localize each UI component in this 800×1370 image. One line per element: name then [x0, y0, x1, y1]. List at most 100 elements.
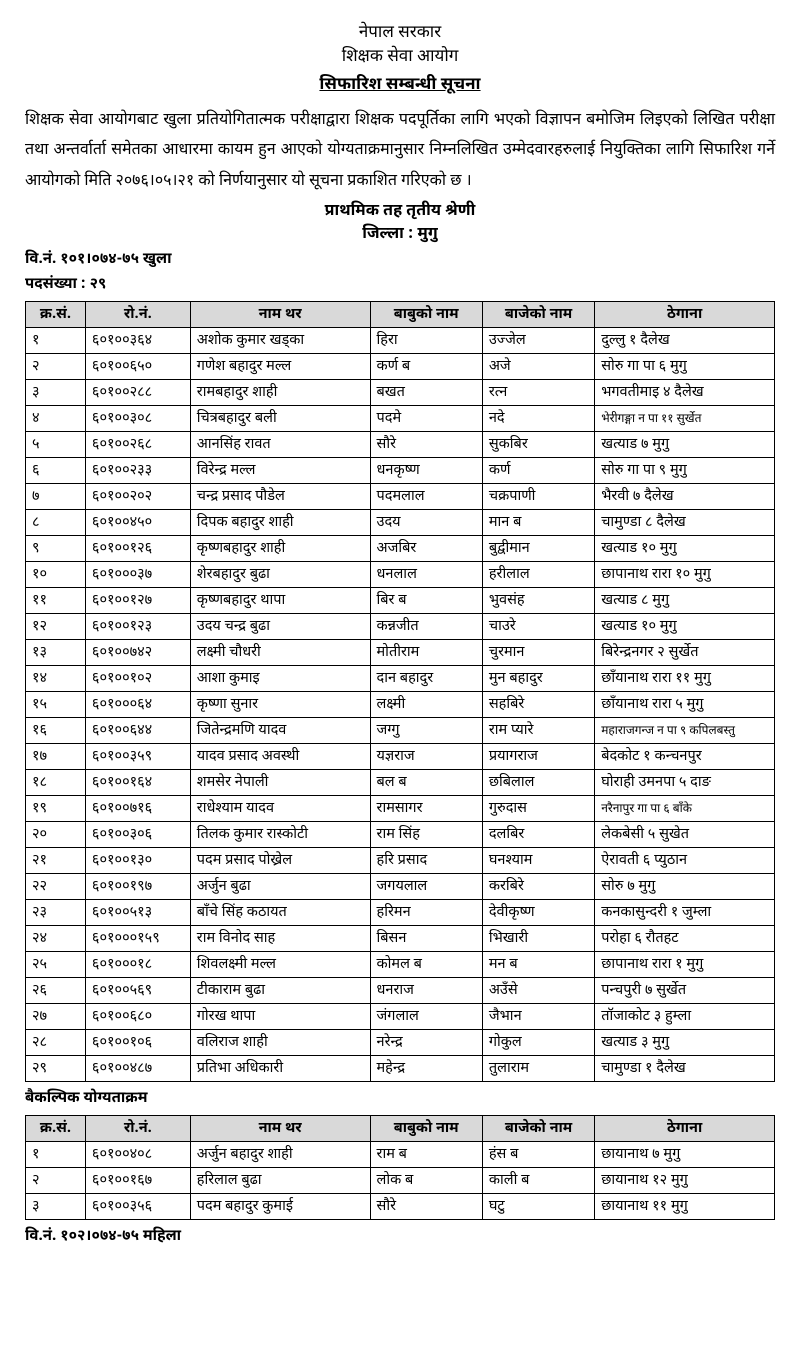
col-sn: क्र.सं. [26, 1116, 86, 1142]
table-row: २२६०१००१९७अर्जुन बुढाजगयलालकरबिरेसोरु ७ … [26, 874, 775, 900]
cell-gfather: देवीकृष्ण [482, 900, 594, 926]
cell-father: रामसागर [370, 796, 482, 822]
cell-address: ऐरावती ६ प्युठान [595, 848, 775, 874]
table-row: १२६०१००१२३उदय चन्द्र बुढाकन्नजीतचाउरेखत्… [26, 614, 775, 640]
cell-roll: ६०१००३०६ [85, 822, 190, 848]
cell-sn: २७ [26, 1004, 86, 1030]
table-row: १४६०१००१०२आशा कुमाइदान बहादुरमुन बहादुरछ… [26, 666, 775, 692]
cell-roll: ६०१००४०८ [85, 1142, 190, 1168]
cell-father: नरेन्द्र [370, 1030, 482, 1056]
cell-gfather: चक्रपाणी [482, 484, 594, 510]
cell-address: दुल्लु १ दैलेख [595, 328, 775, 354]
cell-gfather: नदे [482, 406, 594, 432]
cell-roll: ६०१००१०२ [85, 666, 190, 692]
cell-name: राधेश्याम यादव [190, 796, 370, 822]
main-table: क्र.सं. रो.नं. नाम थर बाबुको नाम बाजेको … [25, 301, 775, 1082]
cell-father: हरिमन [370, 900, 482, 926]
cell-roll: ६०१००१२३ [85, 614, 190, 640]
cell-roll: ६०१०००३७ [85, 562, 190, 588]
cell-address: घोराही उमनपा ५ दाङ [595, 770, 775, 796]
cell-father: उदय [370, 510, 482, 536]
cell-address: सोरु गा पा ६ मुगु [595, 354, 775, 380]
cell-gfather: हरीलाल [482, 562, 594, 588]
cell-roll: ६०१००२८८ [85, 380, 190, 406]
table-row: १९६०१००७१६राधेश्याम यादवरामसागरगुरुदासनर… [26, 796, 775, 822]
cell-gfather: सहबिरे [482, 692, 594, 718]
notice-title: सिफारिश सम्बन्धी सूचना [25, 74, 775, 96]
cell-gfather: चाउरे [482, 614, 594, 640]
cell-roll: ६०१००२३३ [85, 458, 190, 484]
cell-father: पदमलाल [370, 484, 482, 510]
cell-address: सोरु गा पा ९ मुगु [595, 458, 775, 484]
cell-sn: २४ [26, 926, 86, 952]
col-address: ठेगाना [595, 302, 775, 328]
notice-paragraph: शिक्षक सेवा आयोगबाट खुला प्रतियोगितात्मक… [25, 106, 775, 197]
table-row: ६६०१००२३३विरेन्द्र मल्लधनकृष्णकर्णसोरु ग… [26, 458, 775, 484]
level-line: प्राथमिक तह तृतीय श्रेणी [25, 201, 775, 222]
post-count: पदसंख्या : २९ [25, 276, 775, 295]
cell-gfather: अजे [482, 354, 594, 380]
cell-sn: १८ [26, 770, 86, 796]
cell-father: बिर ब [370, 588, 482, 614]
cell-sn: २६ [26, 978, 86, 1004]
cell-sn: ३ [26, 1194, 86, 1220]
cell-address: छापानाथ रारा १ मुगु [595, 952, 775, 978]
cell-sn: ६ [26, 458, 86, 484]
cell-gfather: भुवसंह [482, 588, 594, 614]
cell-father: हरि प्रसाद [370, 848, 482, 874]
cell-father: अजबिर [370, 536, 482, 562]
cell-address: छाँयानाथ रारा ११ मुगु [595, 666, 775, 692]
col-gfather: बाजेको नाम [482, 1116, 594, 1142]
cell-gfather: काली ब [482, 1168, 594, 1194]
cell-name: अर्जुन बहादुर शाही [190, 1142, 370, 1168]
cell-address: परोहा ६ रौतहट [595, 926, 775, 952]
table-row: २९६०१००४८७प्रतिभा अधिकारीमहेन्द्रतुलाराम… [26, 1056, 775, 1082]
cell-address: खत्याड १० मुगु [595, 536, 775, 562]
cell-father: पदमे [370, 406, 482, 432]
cell-address: तॉजाकोट ३ हुम्ला [595, 1004, 775, 1030]
col-gfather: बाजेको नाम [482, 302, 594, 328]
table-row: २०६०१००३०६तिलक कुमार रास्कोटीराम सिंहदलब… [26, 822, 775, 848]
cell-sn: १० [26, 562, 86, 588]
cell-address: खत्याड १० मुगु [595, 614, 775, 640]
cell-sn: २० [26, 822, 86, 848]
cell-roll: ६०१००२६८ [85, 432, 190, 458]
cell-name: यादव प्रसाद अवस्थी [190, 744, 370, 770]
cell-sn: १७ [26, 744, 86, 770]
table-row: २८६०१००१०६वलिराज शाहीनरेन्द्रगोकुलखत्याड… [26, 1030, 775, 1056]
cell-father: बखत [370, 380, 482, 406]
cell-gfather: छबिलाल [482, 770, 594, 796]
cell-roll: ६०१००१९७ [85, 874, 190, 900]
cell-name: पदम प्रसाद पोख्रेल [190, 848, 370, 874]
table-header-row: क्र.सं. रो.नं. नाम थर बाबुको नाम बाजेको … [26, 1116, 775, 1142]
col-sn: क्र.सं. [26, 302, 86, 328]
cell-name: गणेश बहादुर मल्ल [190, 354, 370, 380]
table-row: १८६०१००१६४शमसेर नेपालीबल बछबिलालघोराही उ… [26, 770, 775, 796]
cell-name: जितेन्द्रमणि यादव [190, 718, 370, 744]
cell-name: चित्रबहादुर बली [190, 406, 370, 432]
cell-gfather: करबिरे [482, 874, 594, 900]
cell-gfather: रत्न [482, 380, 594, 406]
cell-gfather: भिखारी [482, 926, 594, 952]
cell-father: दान बहादुर [370, 666, 482, 692]
alt-header: बैकल्पिक योग्यताक्रम [25, 1090, 775, 1109]
cell-name: तिलक कुमार रास्कोटी [190, 822, 370, 848]
cell-sn: २५ [26, 952, 86, 978]
cell-address: खत्याड ७ मुगु [595, 432, 775, 458]
cell-gfather: घटु [482, 1194, 594, 1220]
cell-sn: ७ [26, 484, 86, 510]
cell-sn: १३ [26, 640, 86, 666]
table-row: १५६०१०००६४कृष्णा सुनारलक्ष्मीसहबिरेछाँया… [26, 692, 775, 718]
cell-name: शिवलक्ष्मी मल्ल [190, 952, 370, 978]
cell-gfather: घनश्याम [482, 848, 594, 874]
cell-roll: ६०१००६५० [85, 354, 190, 380]
cell-gfather: हंस ब [482, 1142, 594, 1168]
cell-name: हरिलाल बुढा [190, 1168, 370, 1194]
cell-father: राम सिंह [370, 822, 482, 848]
cell-sn: १ [26, 328, 86, 354]
cell-roll: ६०१०००१८ [85, 952, 190, 978]
cell-name: आशा कुमाइ [190, 666, 370, 692]
cell-name: कृष्णा सुनार [190, 692, 370, 718]
col-father: बाबुको नाम [370, 1116, 482, 1142]
cell-roll: ६०१००२०२ [85, 484, 190, 510]
